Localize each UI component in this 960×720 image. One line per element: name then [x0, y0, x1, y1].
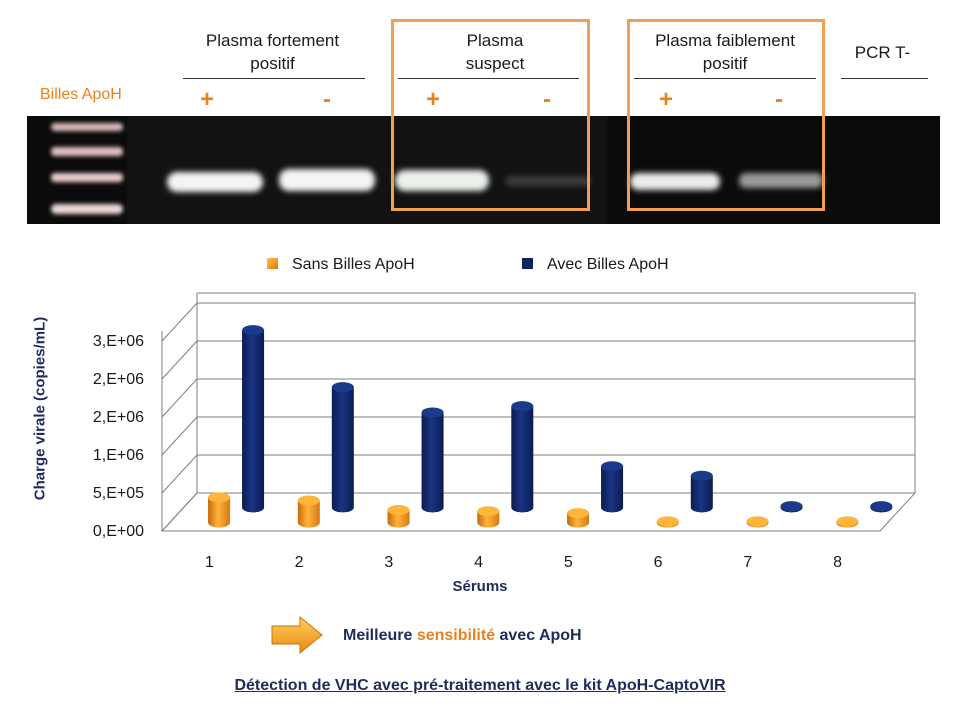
- y-axis-label: Charge virale (copies/mL): [31, 316, 49, 501]
- gridline-diagonal: [161, 454, 198, 494]
- gridline-diagonal: [161, 416, 198, 456]
- y-tick-label: 3,E+06: [93, 333, 144, 350]
- legend-swatch-orange: [267, 258, 278, 269]
- bar-avec-apoh: [331, 382, 354, 513]
- legend-label: Avec Billes ApoH: [547, 256, 669, 273]
- bar-avec-apoh: [601, 461, 624, 513]
- gel-band: [505, 176, 591, 186]
- group-underline: [398, 78, 579, 79]
- bar-avec-apoh: [780, 501, 803, 513]
- highlight-box-faiblement: [627, 19, 825, 211]
- y-tick-label: 5,E+05: [93, 485, 144, 502]
- x-tick-label: 8: [833, 554, 842, 571]
- bar-sans-apoh: [746, 516, 769, 528]
- group-title-fortement: Plasma fortement positif: [205, 31, 340, 73]
- bar-avec-apoh: [421, 407, 444, 513]
- bar-sans-apoh: [208, 492, 231, 528]
- gridline-diagonal: [161, 378, 198, 418]
- y-tick-label: 1,E+06: [93, 447, 144, 464]
- x-axis-label: Sérums: [452, 578, 508, 595]
- gel-band: [395, 170, 489, 191]
- figure-caption: Détection de VHC avec pré-traitement ave…: [234, 677, 726, 694]
- sign-plus: +: [426, 86, 441, 113]
- bar-sans-apoh: [656, 516, 679, 528]
- group-underline: [183, 78, 365, 79]
- note-suffix: avec ApoH: [495, 627, 582, 644]
- note-prefix: Meilleure: [343, 627, 417, 644]
- x-tick-label: 2: [295, 554, 304, 571]
- sign-plus: +: [200, 86, 215, 113]
- x-tick-label: 3: [384, 554, 393, 571]
- group-underline: [841, 78, 928, 79]
- sensitivity-note: Meilleure sensibilité avec ApoH: [343, 627, 582, 645]
- legend-swatch-navy: [522, 258, 533, 269]
- bar-avec-apoh: [511, 401, 534, 513]
- right-arrow-icon: [271, 615, 323, 655]
- group-title-pcr: PCR T-: [854, 43, 911, 62]
- billes-apoh-label: Billes ApoH: [40, 86, 122, 103]
- y-tick-label: 2,E+06: [93, 371, 144, 388]
- sign-minus: -: [323, 86, 331, 113]
- bar-sans-apoh: [567, 508, 590, 528]
- bar-avec-apoh: [242, 325, 265, 513]
- gridline-diagonal: [161, 302, 198, 342]
- highlight-box-suspect: [391, 19, 590, 211]
- gridline-diagonal: [161, 340, 198, 380]
- bar-sans-apoh: [836, 516, 859, 528]
- group-underline: [634, 78, 816, 79]
- x-tick-label: 4: [474, 554, 483, 571]
- ladder-bands: [51, 123, 123, 214]
- sign-minus: -: [543, 86, 551, 113]
- legend-item-avec: Avec Billes ApoH: [522, 256, 669, 274]
- y-tick-label: 0,E+00: [93, 523, 144, 540]
- bar-sans-apoh: [477, 506, 500, 528]
- x-tick-label: 7: [743, 554, 752, 571]
- x-tick-label: 5: [564, 554, 573, 571]
- bar-sans-apoh: [387, 504, 410, 528]
- gel-band: [739, 173, 823, 188]
- sign-minus: -: [775, 86, 783, 113]
- x-tick-label: 6: [654, 554, 663, 571]
- gel-band: [630, 173, 720, 190]
- gel-image: [27, 116, 940, 224]
- group-title-faiblement: Plasma faiblement positif: [655, 31, 795, 73]
- legend-item-sans: Sans Billes ApoH: [267, 256, 415, 274]
- chart-floor: [160, 492, 917, 532]
- legend-label: Sans Billes ApoH: [292, 256, 415, 273]
- x-tick-label: 1: [205, 554, 214, 571]
- bar-avec-apoh: [870, 501, 893, 513]
- bar-avec-apoh: [690, 470, 713, 513]
- sign-plus: +: [659, 86, 674, 113]
- note-highlight: sensibilité: [416, 627, 496, 644]
- bar-sans-apoh: [297, 495, 320, 528]
- y-tick-label: 2,E+06: [93, 409, 144, 426]
- gel-band: [279, 169, 375, 191]
- group-title-suspect: Plasma suspect: [465, 31, 525, 73]
- gel-band: [167, 172, 263, 192]
- gel-bands: [27, 116, 940, 224]
